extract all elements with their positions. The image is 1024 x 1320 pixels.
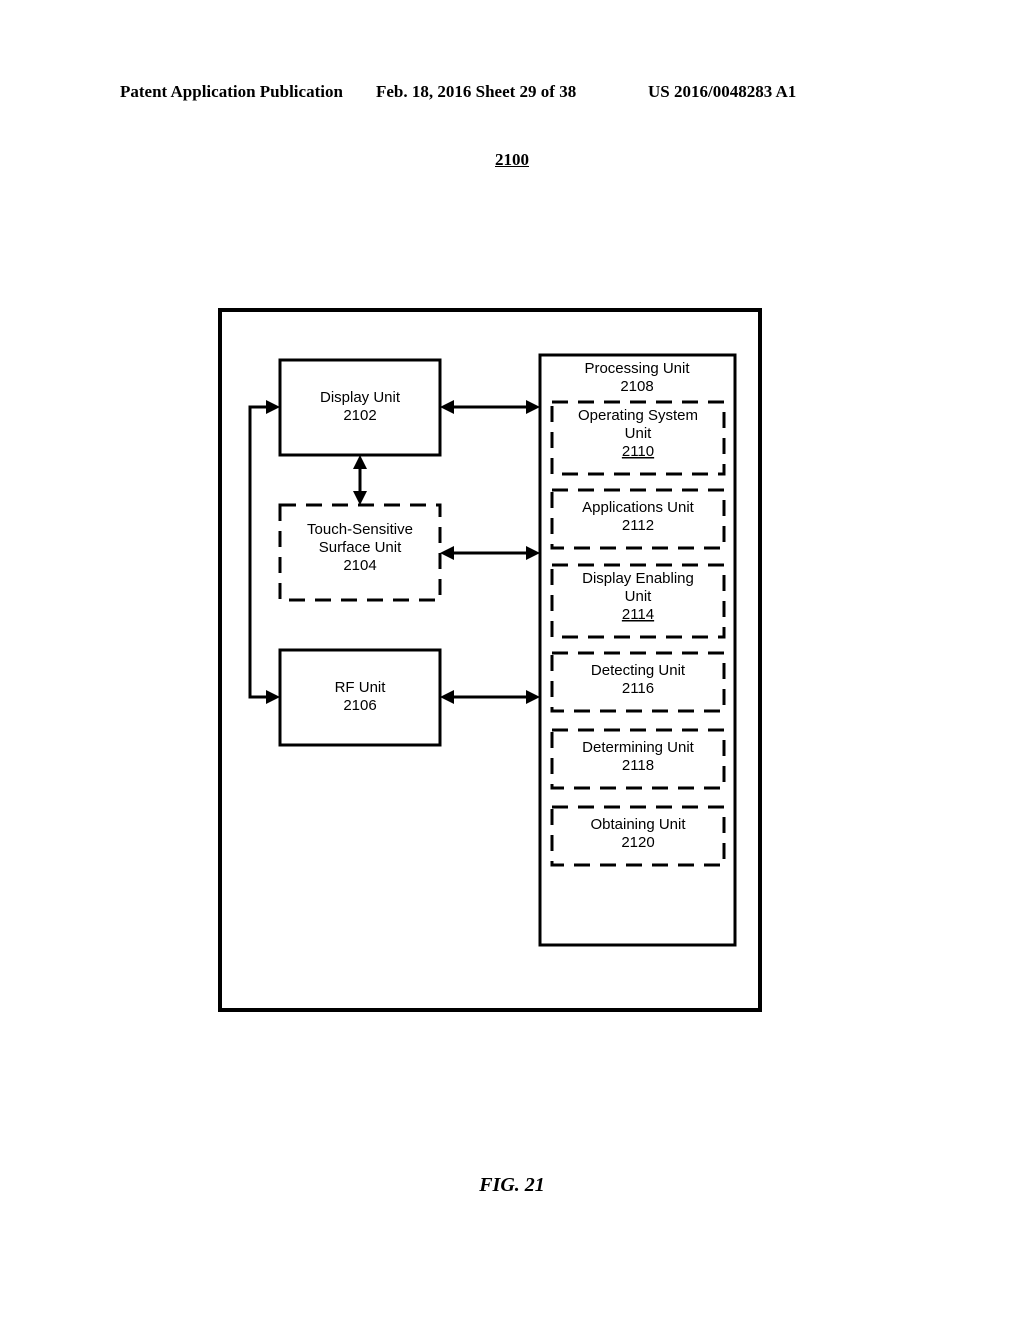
touch-unit-label-1: Touch-Sensitive: [307, 521, 413, 538]
rf-unit-label: RF Unit: [335, 679, 387, 696]
touch-unit-ref: 2104: [343, 557, 376, 574]
arrowhead-right-2: [526, 546, 540, 560]
diagram-container: Processing Unit 2108 Display Unit 2102 T…: [220, 310, 760, 1010]
determ-unit-ref: 2118: [622, 757, 654, 774]
dispen-unit-label-2: Unit: [625, 588, 653, 605]
display-unit-label: Display Unit: [320, 389, 401, 406]
arrowhead-left-2: [440, 546, 454, 560]
determ-unit-label: Determining Unit: [582, 739, 695, 756]
arrowhead-right-bracket-top: [266, 400, 280, 414]
dispen-unit-label-1: Display Enabling: [582, 570, 694, 587]
arrowhead-down-1: [353, 491, 367, 505]
detect-unit-label: Detecting Unit: [591, 662, 686, 679]
figure-caption: FIG. 21: [0, 1174, 1024, 1197]
os-unit-label-1: Operating System: [578, 407, 698, 424]
arrowhead-up-1: [353, 455, 367, 469]
header-right: US 2016/0048283 A1: [648, 82, 796, 102]
arrowhead-left-3: [440, 690, 454, 704]
os-unit-ref: 2110: [622, 443, 654, 460]
processing-unit-ref: 2108: [620, 378, 653, 395]
dispen-unit-ref: 2114: [622, 606, 654, 623]
rf-unit-ref: 2106: [343, 697, 376, 714]
obtain-unit-ref: 2120: [621, 834, 654, 851]
block-diagram: Processing Unit 2108 Display Unit 2102 T…: [220, 310, 760, 1010]
apps-unit-ref: 2112: [622, 517, 654, 534]
detect-unit-ref: 2116: [622, 680, 654, 697]
figure-number: 2100: [0, 150, 1024, 170]
bracket-display-rf: [250, 407, 268, 697]
header-left: Patent Application Publication: [120, 82, 343, 102]
arrowhead-right-3: [526, 690, 540, 704]
apps-unit-label: Applications Unit: [582, 499, 695, 516]
os-unit-label-2: Unit: [625, 425, 653, 442]
obtain-unit-label: Obtaining Unit: [590, 816, 686, 833]
arrowhead-right-1: [526, 400, 540, 414]
arrowhead-left-1: [440, 400, 454, 414]
arrowhead-right-bracket-bot: [266, 690, 280, 704]
header-mid: Feb. 18, 2016 Sheet 29 of 38: [376, 82, 576, 102]
processing-unit-label: Processing Unit: [584, 360, 690, 377]
touch-unit-label-2: Surface Unit: [319, 539, 402, 556]
display-unit-ref: 2102: [343, 407, 376, 424]
